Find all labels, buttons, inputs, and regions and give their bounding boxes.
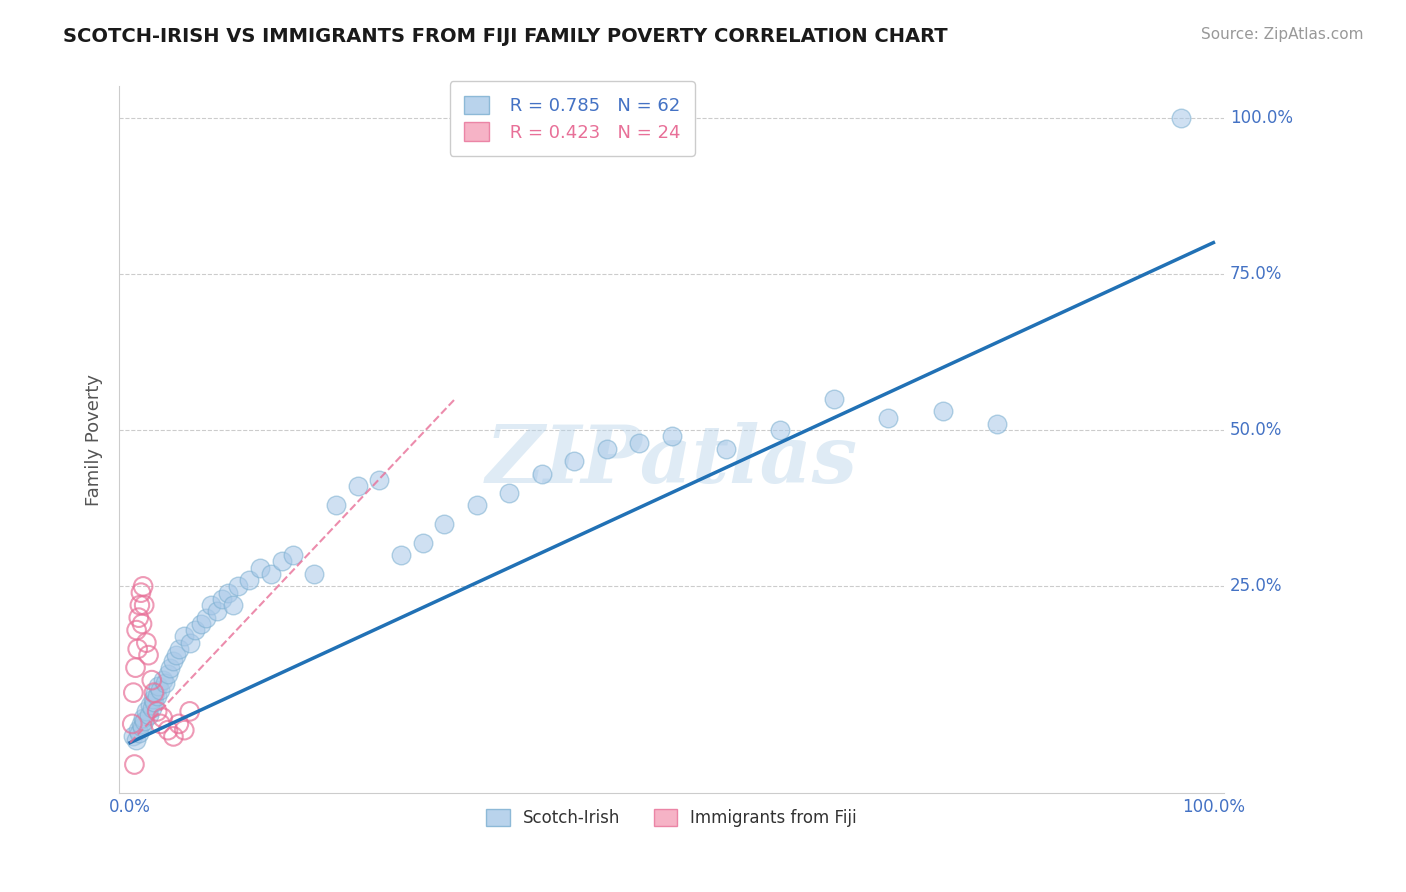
Point [138,707,160,722]
Point [157,723,180,738]
Point [179,635,201,649]
Point [877,410,900,425]
Point [562,454,585,468]
Point [167,641,190,656]
Point [823,392,845,406]
Point [173,629,195,643]
Point [433,516,456,531]
Point [134,598,156,612]
Point [129,717,152,731]
Point [149,682,172,697]
Point [167,717,190,731]
Point [124,732,146,747]
Point [146,689,169,703]
Point [270,554,292,568]
Point [184,623,207,637]
Point [162,730,184,744]
Text: SCOTCH-IRISH VS IMMIGRANTS FROM FIJI FAMILY POVERTY CORRELATION CHART: SCOTCH-IRISH VS IMMIGRANTS FROM FIJI FAM… [63,27,948,45]
Text: ZIPatlas: ZIPatlas [485,422,858,500]
Point [127,641,149,656]
Point [211,591,233,606]
Point [217,585,239,599]
Point [121,717,143,731]
Y-axis label: Family Poverty: Family Poverty [86,374,103,506]
Text: 50.0%: 50.0% [1230,421,1282,439]
Point [346,479,368,493]
Point [179,705,201,719]
Point [200,598,222,612]
Point [128,610,150,624]
Point [412,535,434,549]
Point [159,660,181,674]
Point [596,442,619,456]
Point [190,616,212,631]
Point [281,548,304,562]
Text: 75.0%: 75.0% [1230,265,1282,283]
Point [153,676,176,690]
Point [149,717,172,731]
Point [304,566,326,581]
Point [389,548,412,562]
Point [142,686,165,700]
Text: 25.0%: 25.0% [1230,577,1282,595]
Point [194,610,217,624]
Point [325,498,347,512]
Point [129,585,152,599]
Point [141,673,163,687]
Point [157,666,180,681]
Point [205,604,228,618]
Point [162,654,184,668]
Point [132,579,155,593]
Point [986,417,1008,431]
Point [222,598,245,612]
Point [714,442,737,456]
Point [131,616,153,631]
Point [146,705,169,719]
Point [142,695,165,709]
Point [122,730,145,744]
Point [165,648,187,662]
Point [138,698,160,713]
Point [661,429,683,443]
Point [249,560,271,574]
Point [135,635,157,649]
Point [628,435,651,450]
Point [138,648,160,662]
Point [124,757,146,772]
Point [931,404,953,418]
Point [142,692,165,706]
Point [260,566,283,581]
Point [124,660,146,674]
Point [122,686,145,700]
Point [228,579,250,593]
Point [132,711,155,725]
Point [125,623,148,637]
Point [128,726,150,740]
Point [152,711,174,725]
Point [368,473,391,487]
Point [498,485,520,500]
Point [465,498,488,512]
Point [128,598,150,612]
Text: 100.0%: 100.0% [1230,109,1292,127]
Point [143,686,166,700]
Point [152,673,174,687]
Point [134,714,156,728]
Point [1170,111,1192,125]
Point [131,720,153,734]
Point [173,723,195,738]
Point [141,701,163,715]
Point [135,705,157,719]
Point [769,423,792,437]
Point [148,680,170,694]
Point [127,723,149,738]
Point [530,467,553,481]
Point [238,573,260,587]
Text: Source: ZipAtlas.com: Source: ZipAtlas.com [1201,27,1364,42]
Legend: Scotch-Irish, Immigrants from Fiji: Scotch-Irish, Immigrants from Fiji [479,802,863,834]
